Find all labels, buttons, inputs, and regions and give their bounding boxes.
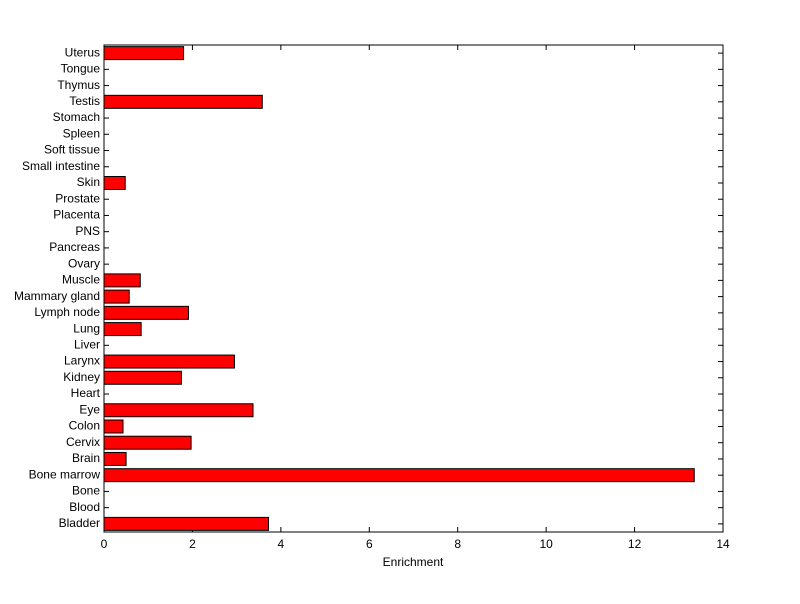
- y-tick-label: Blood: [69, 500, 100, 514]
- y-tick-label: Testis: [69, 94, 100, 108]
- y-tick-label: Tongue: [61, 62, 101, 76]
- bar: [103, 370, 182, 385]
- y-tick-label: Brain: [72, 451, 100, 465]
- x-tick-label: 14: [716, 537, 730, 551]
- x-axis-label: Enrichment: [383, 555, 444, 569]
- y-tick-label: Bladder: [59, 516, 100, 530]
- y-tick-label: Small intestine: [22, 159, 100, 173]
- y-tick-label: Eye: [79, 402, 100, 416]
- x-tick-label: 4: [278, 537, 285, 551]
- bar: [103, 289, 130, 304]
- y-tick-label: Colon: [69, 419, 100, 433]
- x-tick-label: 6: [366, 537, 373, 551]
- x-tick-label: 2: [189, 537, 196, 551]
- y-tick-label: Thymus: [57, 78, 100, 92]
- bar: [103, 46, 185, 61]
- x-tick-label: 12: [628, 537, 642, 551]
- y-tick-label: Muscle: [62, 273, 100, 287]
- bar: [103, 175, 126, 190]
- y-tick-label: Liver: [74, 337, 100, 351]
- bar: [103, 435, 192, 450]
- y-tick-label: PNS: [75, 224, 100, 238]
- plot-area: [103, 44, 724, 533]
- y-tick-label: Kidney: [63, 370, 100, 384]
- x-tick-label: 10: [539, 537, 553, 551]
- y-tick-label: Lung: [73, 321, 100, 335]
- y-tick-label: Mammary gland: [14, 289, 100, 303]
- y-tick-label: Skin: [77, 175, 100, 189]
- y-tick-label: Cervix: [66, 435, 100, 449]
- y-tick-label: Heart: [71, 386, 101, 400]
- y-tick-label: Prostate: [55, 191, 100, 205]
- y-tick-label: Lymph node: [34, 305, 100, 319]
- y-tick-label: Larynx: [64, 354, 100, 368]
- x-tick-label: 0: [101, 537, 108, 551]
- bar: [103, 322, 142, 337]
- y-tick-label: Bone: [72, 484, 100, 498]
- y-tick-label: Pancreas: [49, 240, 100, 254]
- bar: [103, 273, 141, 288]
- bar: [103, 516, 269, 531]
- y-tick-label: Placenta: [53, 208, 100, 222]
- bar: [103, 468, 695, 483]
- bar: [103, 419, 124, 434]
- x-tick-label: 8: [454, 537, 461, 551]
- bar: [103, 94, 263, 109]
- y-tick-label: Ovary: [68, 256, 100, 270]
- y-tick-label: Spleen: [63, 126, 100, 140]
- y-tick-label: Uterus: [65, 45, 100, 59]
- y-tick-label: Soft tissue: [44, 143, 100, 157]
- y-tick-label: Stomach: [53, 110, 100, 124]
- bar: [103, 305, 189, 320]
- bar: [103, 354, 235, 369]
- bar: [103, 451, 127, 466]
- bar: [103, 403, 254, 418]
- y-tick-label: Bone marrow: [29, 467, 101, 481]
